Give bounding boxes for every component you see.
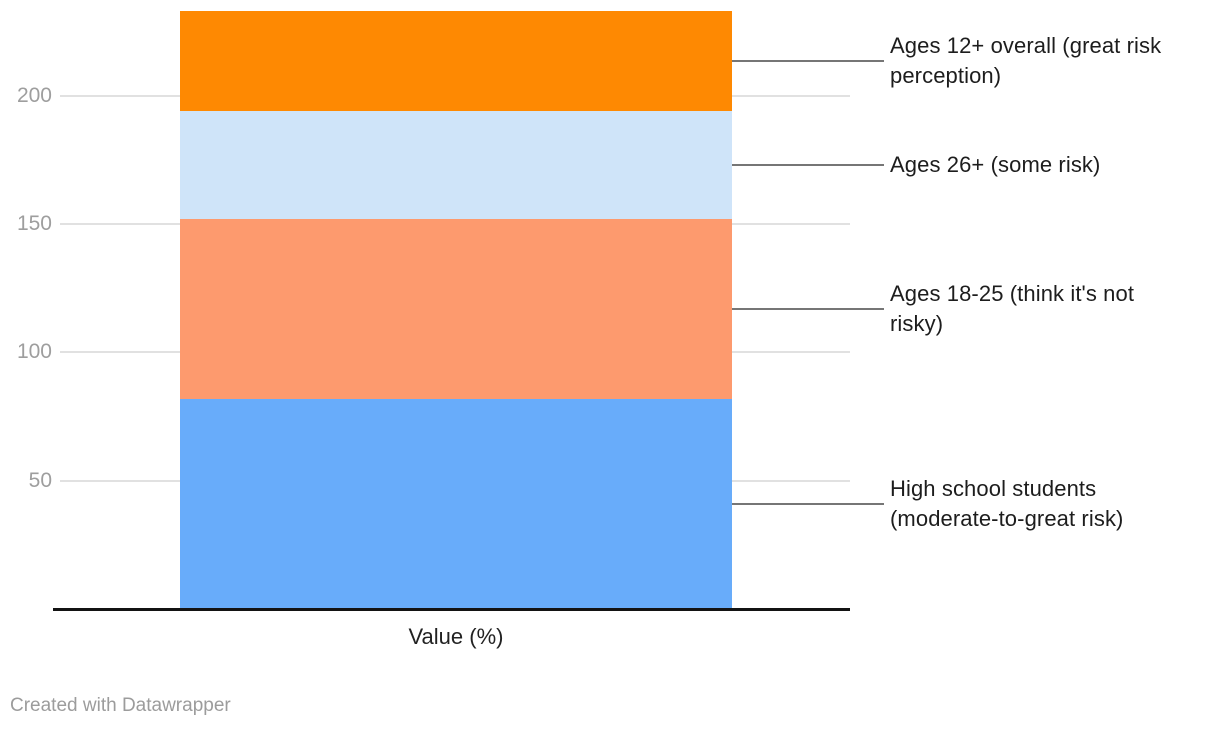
bar-segment-ages-26-plus xyxy=(180,111,732,219)
leader-line-ages-18-25 xyxy=(732,307,884,310)
bar-segment-ages-12-plus-overall xyxy=(180,10,732,112)
series-label-line: (moderate-to-great risk) xyxy=(890,505,1124,531)
series-label-ages-18-25: Ages 18-25 (think it's not risky) xyxy=(890,279,1134,339)
y-tick-label: 150 xyxy=(16,211,52,235)
datawrapper-credit: Created with Datawrapper xyxy=(10,695,231,716)
series-label-ages-26-plus: Ages 26+ (some risk) xyxy=(890,150,1100,180)
series-label-line: Ages 18-25 (think it's not xyxy=(890,280,1135,306)
series-label-line: High school students xyxy=(890,475,1097,501)
leader-line-high-school-students xyxy=(732,502,884,505)
x-axis-baseline xyxy=(53,608,850,611)
bar-segment-ages-18-25 xyxy=(180,218,732,399)
y-tick-label: 100 xyxy=(16,340,52,364)
series-label-line: Ages 26+ (some risk) xyxy=(890,151,1101,177)
series-label-ages-12-plus-overall: Ages 12+ overall (great risk perception) xyxy=(890,31,1161,91)
series-label-high-school-students: High school students (moderate-to-great r… xyxy=(890,474,1123,534)
y-tick-label: 50 xyxy=(28,468,52,492)
y-tick-label: 200 xyxy=(16,83,52,107)
leader-line-ages-26-plus xyxy=(732,163,884,166)
leader-line-ages-12-plus-overall xyxy=(732,60,884,62)
series-label-line: Ages 12+ overall (great risk xyxy=(890,33,1162,58)
x-axis-label: Value (%) xyxy=(408,624,504,649)
series-label-line: risky) xyxy=(890,310,944,336)
bar-segment-high-school-students xyxy=(180,398,732,609)
series-label-line: perception) xyxy=(890,63,1002,88)
